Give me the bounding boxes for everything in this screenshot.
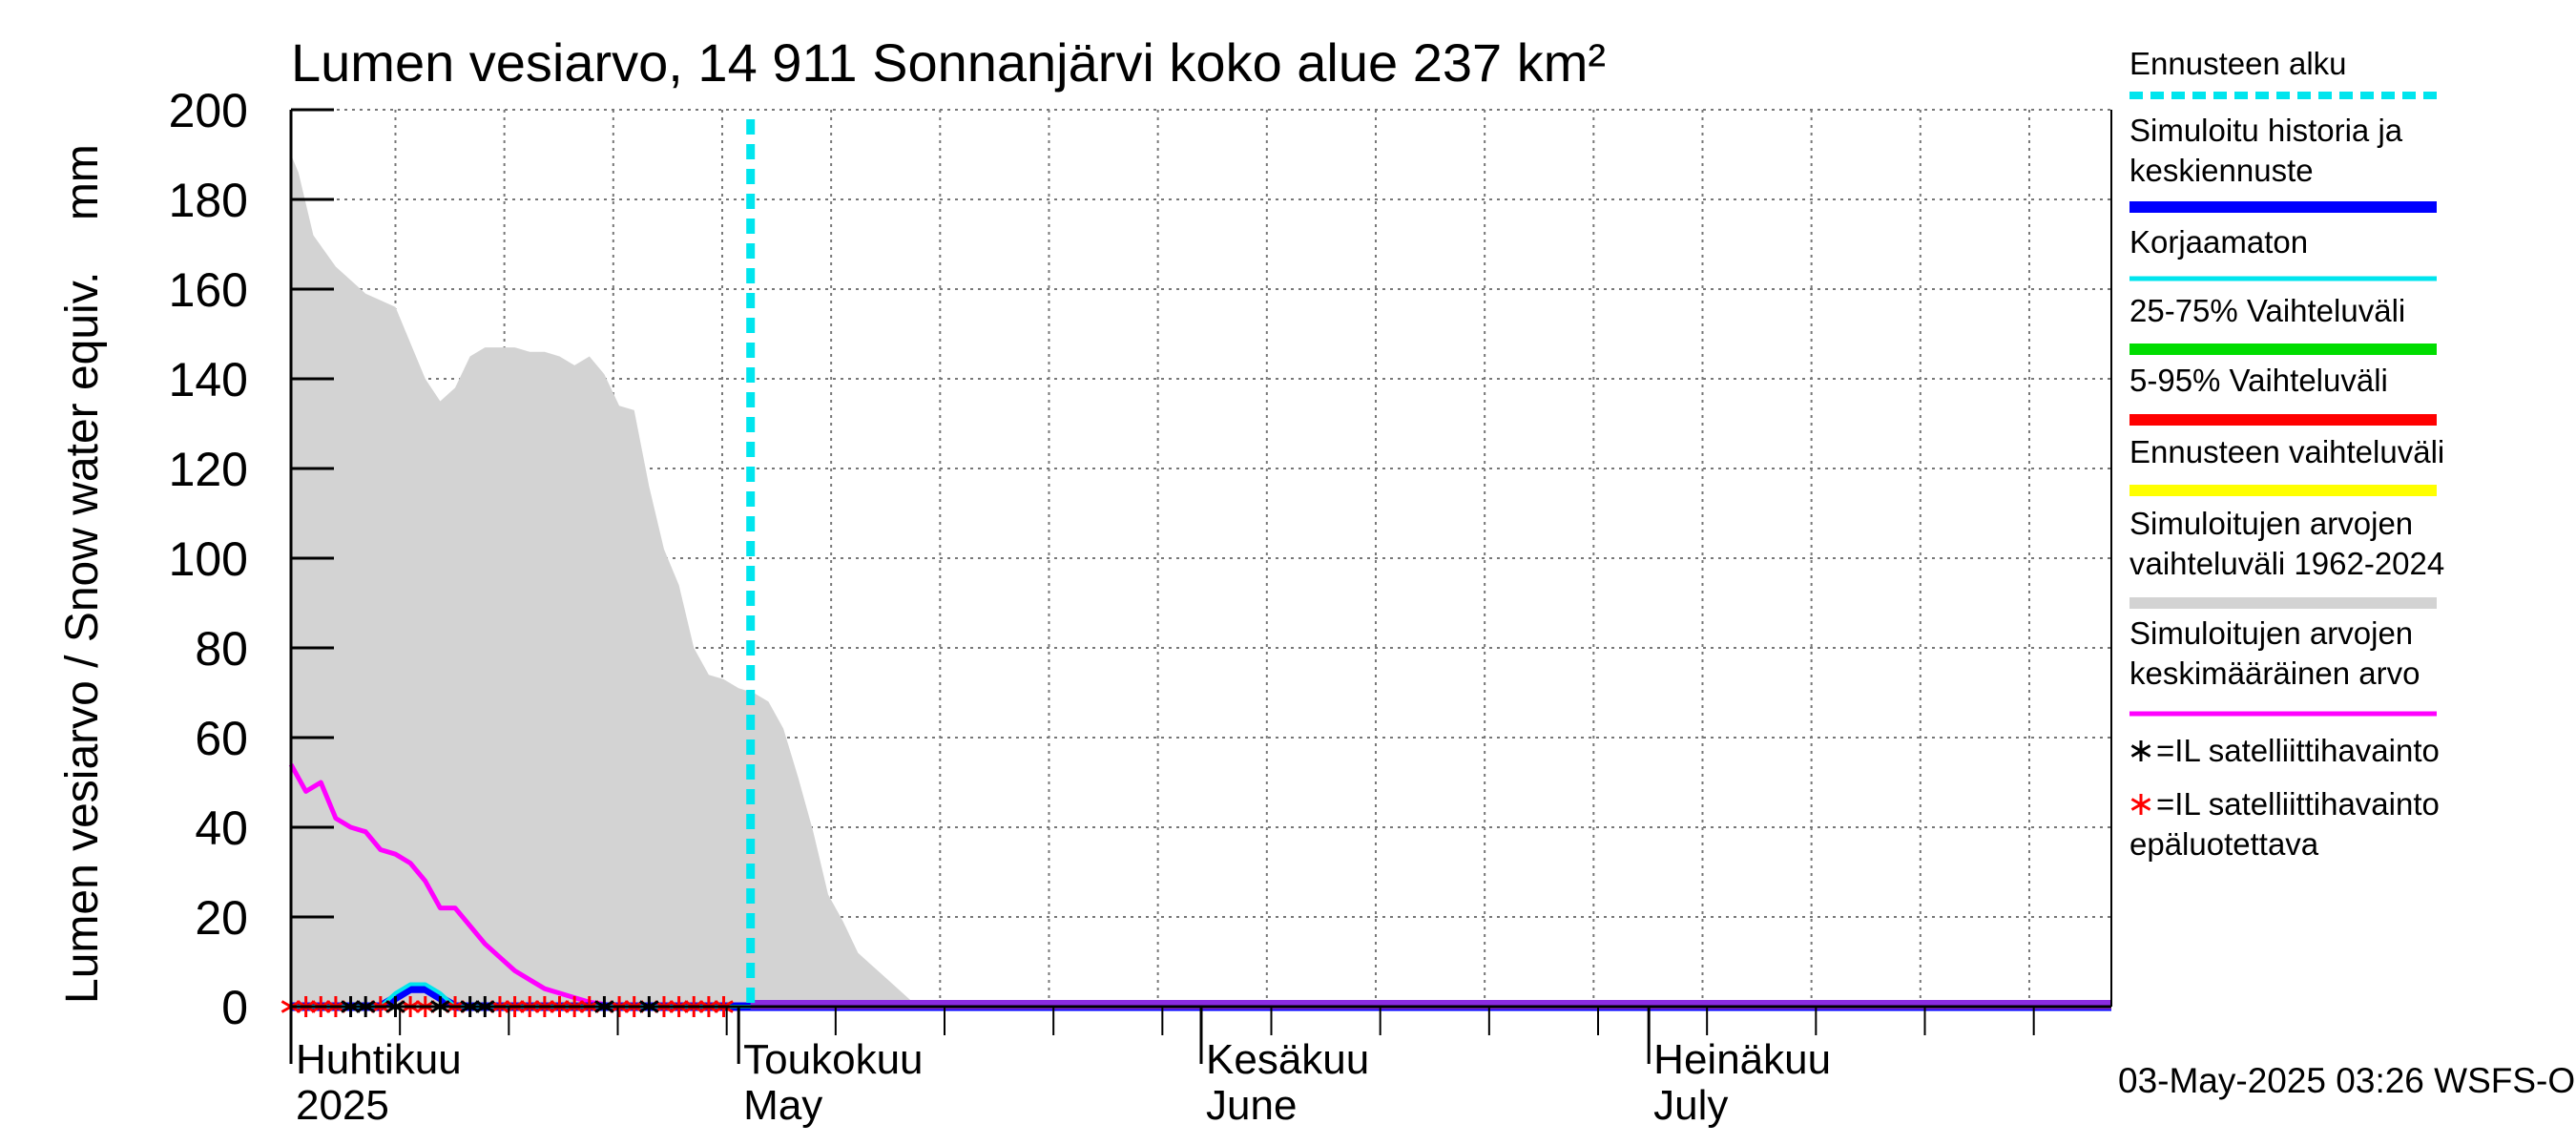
legend-label: Ennusteen alku [2129,46,2347,81]
legend-item: 5-95% Vaihteluväli [2129,363,2437,426]
y-tick-label: 160 [169,263,248,317]
legend-label: Ennusteen vaihteluväli [2129,434,2444,469]
legend-label: =IL satelliittihavainto epäluotettava [2129,786,2440,862]
legend-label-line: vaihteluväli 1962-2024 [2129,546,2444,581]
month-label-en: 2025 [296,1082,389,1129]
legend-label: =IL satelliittihavainto [2156,733,2440,768]
chart-title: Lumen vesiarvo, 14 911 Sonnanjärvi koko … [291,32,1606,93]
mean-value-line [288,762,620,1010]
y-tick-label: 20 [195,891,248,945]
y-tick-label: 0 [221,981,248,1034]
legend-label: 25-75% Vaihteluväli [2129,293,2405,328]
month-label-en: June [1206,1082,1297,1129]
y-tick-label: 180 [169,174,248,227]
legend: Ennusteen alku Simuloitu historia ja keski… [2129,46,2444,862]
legend-label-line: 5-95% Vaihteluväli [2129,363,2388,398]
legend-item: 25-75% Vaihteluväli [2129,293,2437,355]
legend-item: Ennusteen vaihteluväli [2129,434,2444,496]
range-band-area [291,155,963,1007]
y-tick-label: 200 [169,84,248,137]
legend-marker [2130,798,2151,811]
legend-item: Korjaamaton [2129,224,2437,281]
legend-item: Simuloitu historia ja keskiennuste [2129,113,2437,213]
legend-item: Simuloitujen arvojen keskimääräinen arvo [2129,615,2437,717]
legend-label-line: Ennusteen vaihteluväli [2129,434,2444,469]
legend-label: Korjaamaton [2129,224,2308,260]
month-label-fi: Kesäkuu [1206,1036,1369,1083]
month-label-en: July [1653,1082,1728,1129]
legend-label: Simuloitu historia ja keskiennuste [2129,113,2403,188]
legend-label: Simuloitujen arvojen vaihteluväli 1962-20… [2129,506,2444,581]
legend-label-line: =IL satelliittihavainto [2156,786,2440,822]
legend-label-line: Simuloitujen arvojen [2129,506,2413,541]
legend-item: =IL satelliittihavainto [2130,733,2440,768]
legend-label-line: keskimääräinen arvo [2129,656,2420,691]
legend-label: 5-95% Vaihteluväli [2129,363,2388,398]
legend-label-line: keskiennuste [2129,153,2314,188]
legend-label: Simuloitujen arvojen keskimääräinen arvo [2129,615,2420,691]
legend-label-line: Simuloitujen arvojen [2129,615,2413,651]
legend-item: =IL satelliittihavainto epäluotettava [2129,786,2440,862]
legend-label-line: epäluotettava [2129,826,2319,862]
y-tick-label: 140 [169,353,248,406]
month-label-fi: Heinäkuu [1653,1036,1831,1083]
legend-label-line: Ennusteen alku [2129,46,2347,81]
y-axis-label: Lumen vesiarvo / Snow water equiv. mm [57,144,108,1004]
timestamp-footer: 03-May-2025 03:26 WSFS-O [2118,1061,2575,1100]
y-tick-label: 60 [195,712,248,765]
month-label-fi: Toukokuu [743,1036,923,1083]
month-label-en: May [743,1082,822,1129]
legend-label-line: 25-75% Vaihteluväli [2129,293,2405,328]
legend-label-line: Simuloitu historia ja [2129,113,2403,148]
legend-item: Ennusteen alku [2129,46,2437,99]
y-tick-label: 120 [169,443,248,496]
y-tick-label: 100 [169,532,248,586]
y-tick-label: 40 [195,802,248,855]
legend-label-line: =IL satelliittihavainto [2156,733,2440,768]
legend-label-line: Korjaamaton [2129,224,2308,260]
legend-marker [2130,744,2151,758]
month-label-fi: Huhtikuu [296,1036,462,1083]
y-tick-label: 80 [195,622,248,676]
legend-item: Simuloitujen arvojen vaihteluväli 1962-20… [2129,506,2444,609]
